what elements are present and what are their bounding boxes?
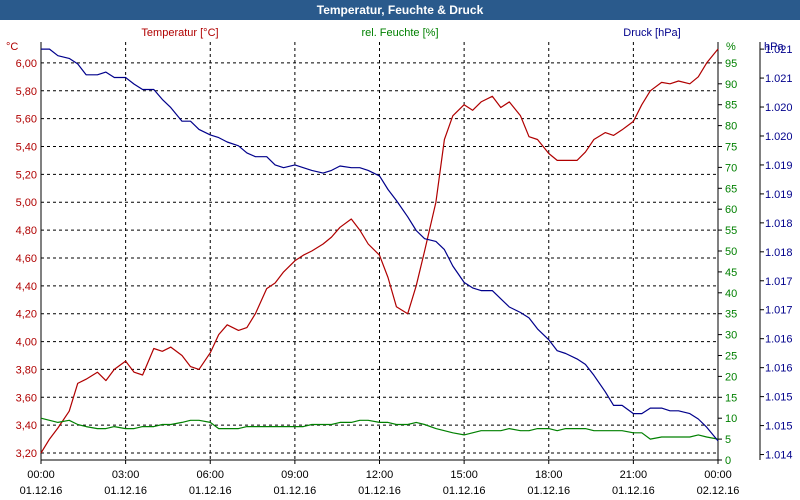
temp-tick-label: 3,20 (16, 448, 37, 460)
temp-tick-label: 5,20 (16, 169, 37, 181)
humidity-tick-label: 15 (725, 392, 737, 404)
humidity-tick-label: 80 (725, 121, 737, 133)
humidity-tick-label: 85 (725, 100, 737, 112)
legend-humidity: rel. Feuchte [%] (361, 27, 438, 39)
temp-tick-label: 3,40 (16, 420, 37, 432)
humidity-tick-label: 55 (725, 225, 737, 237)
pressure-tick-label: 1.020 (765, 102, 793, 114)
pressure-tick-label: 1.018 (765, 247, 793, 259)
pressure-tick-label: 1.017 (765, 276, 793, 288)
pressure-axis-unit: hPa (764, 41, 784, 53)
grid (41, 42, 718, 460)
x-tick-date: 01.12.16 (273, 485, 316, 497)
humidity-tick-label: 40 (725, 288, 737, 300)
x-tick-date: 01.12.16 (104, 485, 147, 497)
x-tick-date: 01.12.16 (20, 485, 63, 497)
humidity-tick-label: 65 (725, 183, 737, 195)
humidity-tick-label: 35 (725, 309, 737, 321)
humidity-tick-label: 45 (725, 267, 737, 279)
x-tick-time: 15:00 (450, 469, 478, 481)
humidity-tick-label: 95 (725, 58, 737, 70)
x-tick-time: 00:00 (27, 469, 55, 481)
temp-tick-label: 5,00 (16, 197, 37, 209)
temp-tick-label: 3,80 (16, 364, 37, 376)
temp-tick-label: 4,80 (16, 225, 37, 237)
pressure-tick-label: 1.020 (765, 131, 793, 143)
temp-tick-label: 4,20 (16, 309, 37, 321)
temp-tick-label: 3,60 (16, 392, 37, 404)
tick-labels: 3,20 3,40 3,60 3,80 4,00 4,20 4,40 4,60 4,80 5,00… (16, 44, 793, 497)
humidity-tick-label: 10 (725, 413, 737, 425)
humidity-tick-label: 90 (725, 79, 737, 91)
series-lines (40, 48, 719, 454)
humidity-line (40, 417, 719, 440)
x-tick-date: 01.12.16 (189, 485, 232, 497)
temp-axis-unit: °C (6, 41, 18, 53)
pressure-tick-label: 1.021 (765, 73, 793, 85)
pressure-line (41, 48, 719, 442)
temp-tick-label: 4,60 (16, 253, 37, 265)
temp-tick-label: 4,40 (16, 281, 37, 293)
x-tick-time: 06:00 (196, 469, 224, 481)
x-tick-time: 03:00 (112, 469, 140, 481)
x-tick-date: 01.12.16 (358, 485, 401, 497)
x-tick-time: 21:00 (620, 469, 648, 481)
humidity-tick-label: 60 (725, 204, 737, 216)
x-tick-time: 00:00 (704, 469, 732, 481)
humidity-tick-label: 25 (725, 351, 737, 363)
x-tick-time: 09:00 (281, 469, 309, 481)
pressure-tick-label: 1.015 (765, 392, 793, 404)
humidity-tick-label: 30 (725, 330, 737, 342)
pressure-tick-label: 1.018 (765, 218, 793, 230)
temp-tick-label: 6,00 (16, 58, 37, 70)
pressure-tick-label: 1.021 (765, 44, 793, 56)
x-tick-date: 01.12.16 (527, 485, 570, 497)
temperature-line (40, 48, 719, 454)
pressure-tick-label: 1.016 (765, 363, 793, 375)
humidity-tick-label: 5 (725, 434, 731, 446)
humidity-tick-label: 20 (725, 371, 737, 383)
x-tick-date: 01.12.16 (612, 485, 655, 497)
temp-tick-label: 4,00 (16, 337, 37, 349)
pressure-tick-label: 1.019 (765, 160, 793, 172)
pressure-tick-label: 1.016 (765, 334, 793, 346)
temp-tick-label: 5,80 (16, 86, 37, 98)
pressure-tick-label: 1.017 (765, 305, 793, 317)
pressure-tick-label: 1.014 (765, 450, 793, 462)
x-tick-date: 01.12.16 (443, 485, 486, 497)
humidity-tick-label: 75 (725, 142, 737, 154)
axes (40, 42, 764, 464)
humidity-tick-label: 0 (725, 455, 731, 467)
window-title: Temperatur, Feuchte & Druck (0, 0, 800, 20)
x-tick-time: 18:00 (535, 469, 563, 481)
x-tick-time: 12:00 (366, 469, 394, 481)
humidity-tick-label: 50 (725, 246, 737, 258)
pressure-tick-label: 1.019 (765, 189, 793, 201)
legend-temperature: Temperatur [°C] (141, 27, 218, 39)
humidity-tick-label: 70 (725, 162, 737, 174)
x-tick-date: 02.12.16 (697, 485, 740, 497)
humidity-axis-unit: % (726, 41, 736, 53)
temp-tick-label: 5,40 (16, 142, 37, 154)
pressure-tick-label: 1.015 (765, 421, 793, 433)
legend-pressure: Druck [hPa] (623, 27, 680, 39)
temp-tick-label: 5,60 (16, 114, 37, 126)
